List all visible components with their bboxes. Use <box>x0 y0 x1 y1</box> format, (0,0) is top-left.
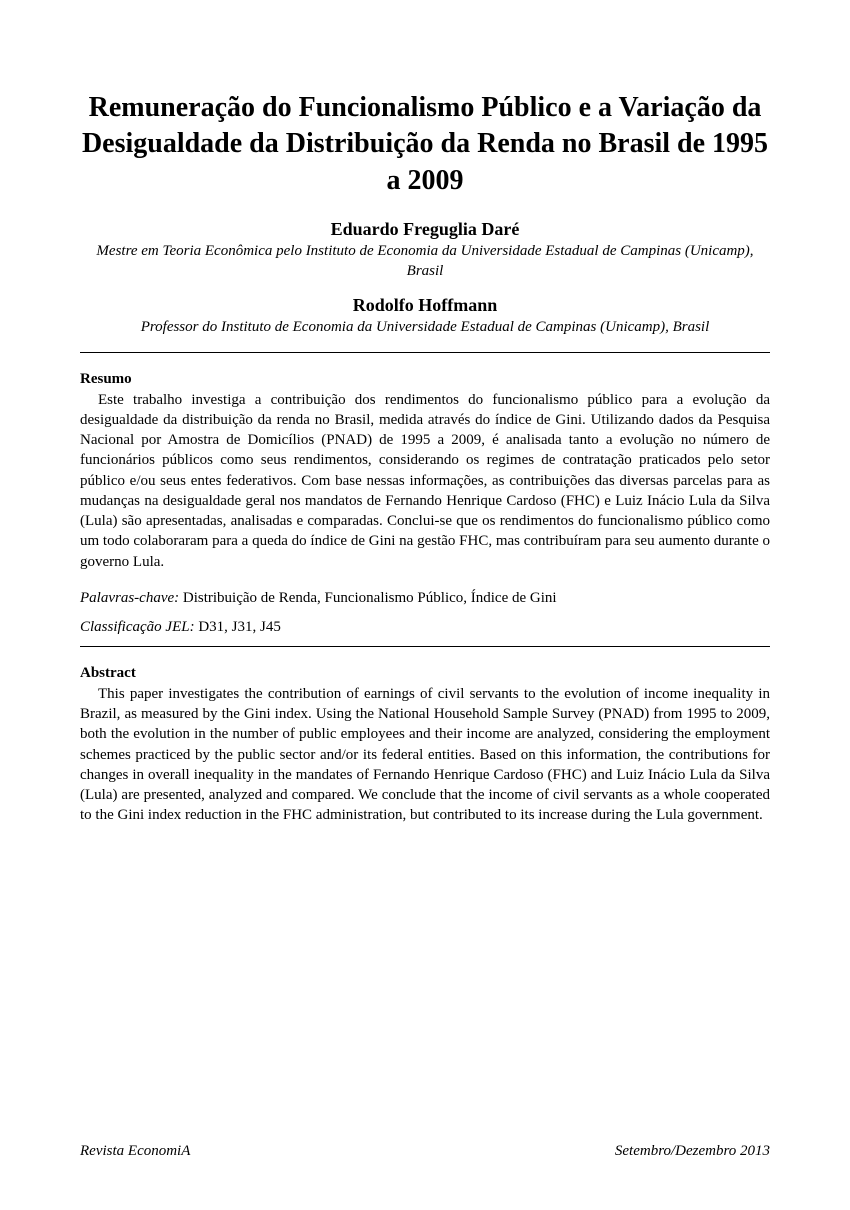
footer-issue: Setembro/Dezembro 2013 <box>615 1143 770 1160</box>
keywords-line: Palavras-chave: Distribuição de Renda, F… <box>80 588 770 609</box>
resumo-heading: Resumo <box>80 371 770 388</box>
author-affiliation: Mestre em Teoria Econômica pelo Institut… <box>80 242 770 281</box>
author-block-2: Rodolfo Hoffmann Professor do Instituto … <box>80 295 770 338</box>
abstract-body: This paper investigates the contribution… <box>80 684 770 826</box>
footer-journal: Revista EconomiA <box>80 1143 190 1160</box>
paper-title: Remuneração do Funcionalismo Público e a… <box>80 90 770 199</box>
page-footer: Revista EconomiA Setembro/Dezembro 2013 <box>80 1143 770 1160</box>
resumo-section: Resumo Este trabalho investiga a contrib… <box>80 371 770 572</box>
divider <box>80 646 770 647</box>
keywords-label: Palavras-chave: <box>80 590 179 606</box>
keywords-text: Distribuição de Renda, Funcionalismo Púb… <box>179 590 556 606</box>
divider <box>80 352 770 353</box>
jel-line: Classificação JEL: D31, J31, J45 <box>80 619 770 636</box>
author-name: Rodolfo Hoffmann <box>80 295 770 316</box>
abstract-heading: Abstract <box>80 665 770 682</box>
author-block-1: Eduardo Freguglia Daré Mestre em Teoria … <box>80 219 770 281</box>
jel-text: D31, J31, J45 <box>195 619 281 635</box>
author-name: Eduardo Freguglia Daré <box>80 219 770 240</box>
abstract-section: Abstract This paper investigates the con… <box>80 665 770 826</box>
resumo-body: Este trabalho investiga a contribuição d… <box>80 390 770 572</box>
jel-label: Classificação JEL: <box>80 619 195 635</box>
author-affiliation: Professor do Instituto de Economia da Un… <box>80 318 770 338</box>
